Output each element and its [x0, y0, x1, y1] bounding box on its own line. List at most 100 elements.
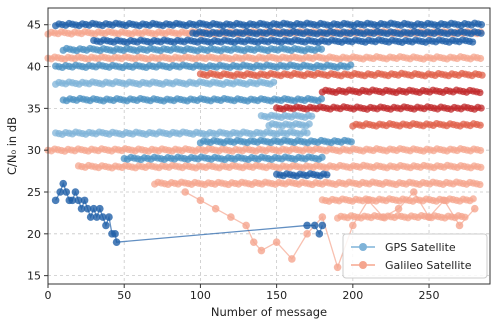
gps-trail-point — [51, 196, 60, 205]
galileo-track — [44, 145, 485, 155]
gps-trail-point — [59, 179, 68, 188]
y-axis: 15 20 25 30 35 40 45 — [27, 19, 48, 283]
gps-trail-point — [56, 188, 64, 196]
galileo-track — [318, 195, 477, 205]
galileo-trail-point — [364, 196, 372, 205]
galileo-trail-point — [455, 221, 464, 230]
galileo-point — [478, 71, 486, 79]
y-tick-label: 35 — [27, 102, 41, 115]
gps-trail-point — [74, 196, 83, 205]
gps-trail-point — [77, 204, 86, 213]
gps-trail-point — [105, 213, 113, 221]
galileo-trail-point — [257, 246, 266, 255]
x-tick-label: 50 — [117, 289, 131, 302]
galileo-trail-point — [409, 188, 418, 196]
galileo-point — [476, 180, 484, 189]
gps-trail-point — [96, 204, 104, 213]
galileo-point — [476, 121, 484, 129]
x-tick-label: 0 — [45, 289, 52, 302]
x-tick-label: 200 — [342, 289, 363, 302]
gps-trail-point — [112, 238, 121, 246]
y-tick-label: 25 — [27, 186, 41, 199]
galileo-point — [469, 195, 477, 203]
gps-trail-point — [315, 230, 324, 238]
y-tick-label: 40 — [27, 61, 41, 74]
x-axis-label: Number of message — [211, 305, 327, 319]
galileo-trail-point — [303, 230, 311, 238]
galileo-track — [318, 86, 484, 97]
galileo-track — [196, 69, 486, 80]
galileo-track — [273, 103, 485, 113]
gps-track — [52, 128, 311, 139]
gps-point — [305, 120, 313, 128]
legend-galileo-label: Galileo Satellite — [385, 259, 472, 272]
gps-point — [317, 45, 326, 53]
galileo-trail-point — [318, 213, 327, 221]
gps-trail-point — [111, 230, 119, 238]
y-tick-label: 45 — [27, 19, 41, 32]
gps-trail-point — [71, 188, 80, 196]
gps-trail-point — [318, 221, 327, 230]
galileo-track — [333, 211, 469, 222]
gps-point — [269, 78, 278, 86]
galileo-trail — [181, 188, 479, 272]
gps-point — [303, 129, 311, 137]
gps-point — [469, 38, 477, 46]
x-tick-label: 100 — [190, 289, 211, 302]
gps-track — [90, 36, 477, 47]
galileo-trail-point — [196, 196, 205, 205]
x-tick-label: 250 — [419, 289, 440, 302]
gps-point — [477, 21, 486, 29]
legend-galileo-marker — [359, 261, 367, 269]
galileo-trail-point — [440, 196, 449, 205]
legend: GPS Satellite Galileo Satellite — [342, 233, 488, 279]
gps-trail-point — [68, 196, 77, 205]
gps-trail-point — [86, 213, 95, 221]
legend-gps-label: GPS Satellite — [385, 241, 456, 254]
galileo-track — [44, 53, 485, 63]
legend-gps-marker — [359, 243, 367, 251]
galileo-trail-point — [211, 204, 220, 213]
gps-track — [59, 94, 326, 105]
galileo-trail-point — [272, 238, 281, 246]
gps-track — [52, 78, 278, 88]
galileo-trail-point — [288, 255, 296, 263]
galileo-point — [477, 104, 485, 112]
galileo-point — [461, 213, 469, 221]
gps-trail-point — [99, 213, 107, 221]
gps-trail-point — [102, 221, 110, 230]
gps-point — [317, 95, 326, 103]
galileo-trail-point — [425, 213, 433, 221]
plot-area — [44, 19, 486, 272]
plot-frame — [47, 7, 491, 285]
gps-trail-point — [62, 188, 71, 196]
gps-track — [52, 19, 486, 30]
galileo-trail-point — [379, 213, 388, 221]
y-tick-label: 20 — [27, 228, 41, 241]
gps-point — [318, 153, 326, 161]
galileo-track — [349, 119, 484, 130]
galileo-track — [151, 178, 484, 189]
y-tick-label: 15 — [27, 270, 41, 283]
x-tick-label: 150 — [266, 289, 287, 302]
gps-track — [257, 111, 316, 122]
gps-point — [347, 138, 355, 146]
gps-trail-point — [303, 221, 311, 230]
gps-track — [52, 61, 355, 72]
galileo-trail-point — [249, 238, 258, 246]
galileo-trail-point — [333, 263, 342, 272]
galileo-trail-point — [227, 213, 235, 221]
gps-track — [189, 27, 485, 38]
legend-box — [342, 233, 488, 279]
gps-point — [308, 112, 316, 120]
y-tick-label: 30 — [27, 144, 41, 157]
gps-trail-point — [83, 204, 92, 213]
galileo-point — [476, 146, 485, 155]
gps-point — [323, 171, 331, 179]
gps-trail-line — [55, 181, 323, 243]
gps-track — [196, 136, 355, 147]
gps-trail-point — [92, 213, 101, 221]
galileo-trail-point — [470, 204, 479, 213]
y-axis-label: C/N₀ in dB — [5, 117, 19, 175]
